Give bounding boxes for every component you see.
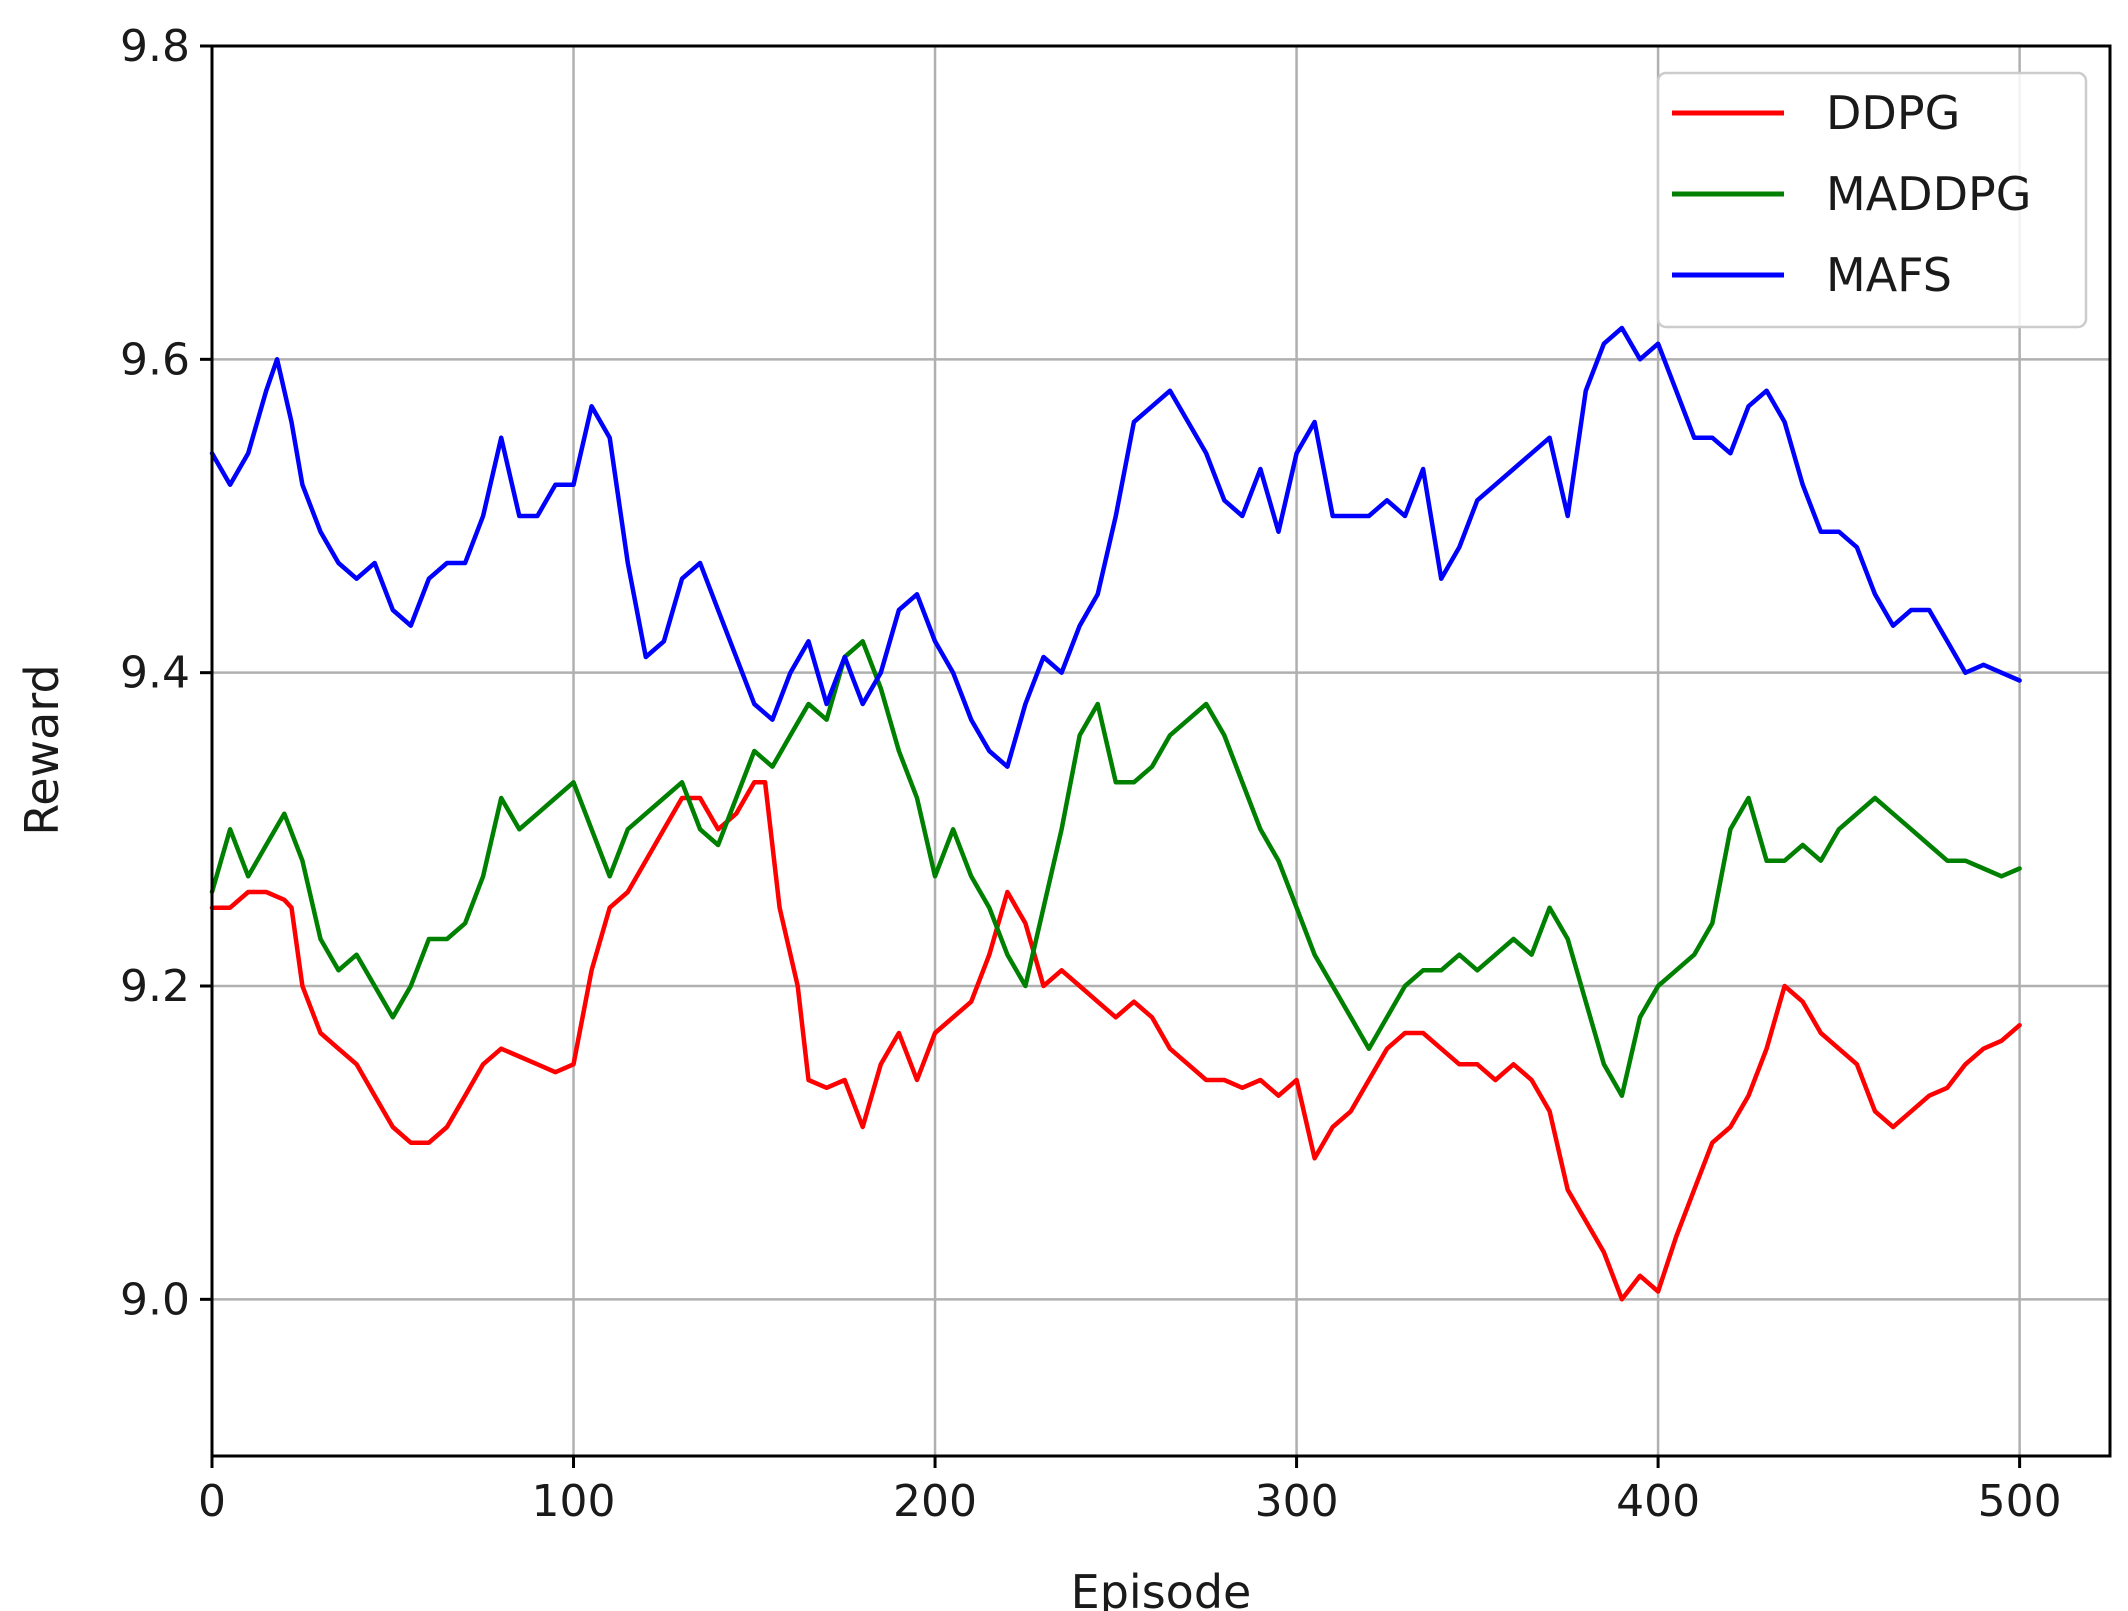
axis-ticks: 0 100 200 300 400 500 9.0 9.2 9.4 9.6 9.8 xyxy=(120,21,2062,1527)
legend: DDPG MADDPG MAFS xyxy=(1656,71,2088,329)
x-tick-label: 200 xyxy=(893,1476,977,1527)
y-tick-label: 9.0 xyxy=(120,1274,190,1325)
y-tick-label: 9.8 xyxy=(120,21,190,72)
series-line-maddpg xyxy=(209,639,2022,1098)
legend-label-mafs: MAFS xyxy=(1826,248,1952,302)
legend-entries: DDPG MADDPG MAFS xyxy=(1672,86,2031,302)
y-axis-label: Reward xyxy=(15,664,69,835)
x-tick-label: 400 xyxy=(1616,1476,1700,1527)
y-tick-label: 9.6 xyxy=(120,334,190,385)
x-axis-label: Episode xyxy=(1071,1565,1252,1611)
series-lines xyxy=(209,325,2022,1302)
x-tick-label: 300 xyxy=(1255,1476,1339,1527)
y-tick-label: 9.4 xyxy=(120,648,190,699)
y-tick-label: 9.2 xyxy=(120,961,190,1012)
legend-label-maddpg: MADDPG xyxy=(1826,167,2031,221)
legend-label-ddpg: DDPG xyxy=(1826,86,1960,140)
x-tick-label: 500 xyxy=(1978,1476,2062,1527)
series-line-ddpg xyxy=(209,780,2022,1302)
x-tick-label: 100 xyxy=(532,1476,616,1527)
legend-box xyxy=(1656,71,2088,329)
x-tick-label: 0 xyxy=(198,1476,226,1527)
plot-frame xyxy=(210,44,2112,1458)
series-line-mafs xyxy=(209,325,2022,769)
